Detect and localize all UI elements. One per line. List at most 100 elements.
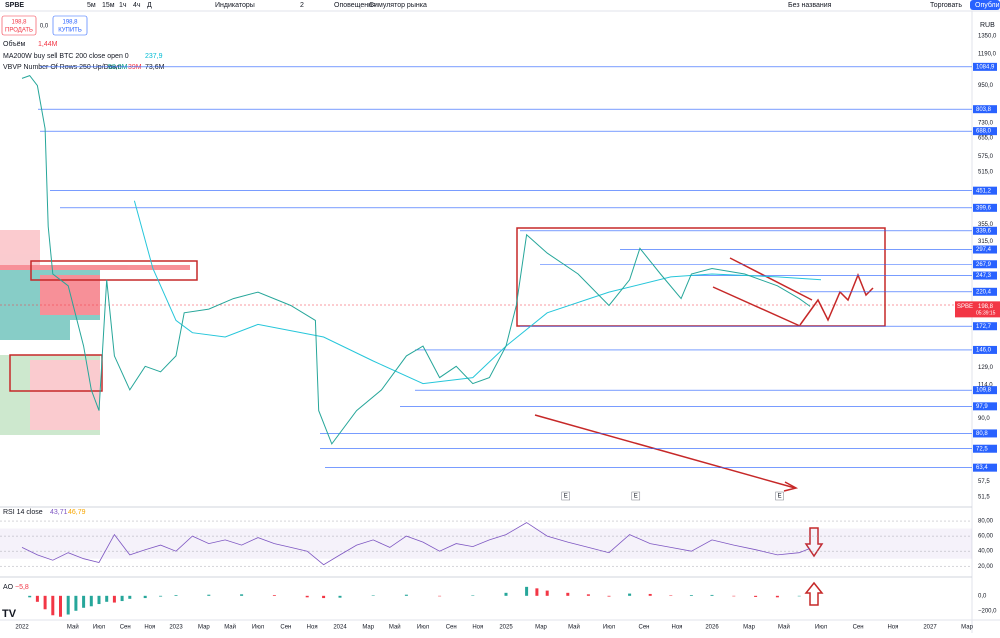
buy-label[interactable]: КУПИТЬ [58,28,82,34]
ao-bar [143,595,147,599]
level-badge [973,402,997,411]
buy-button[interactable] [52,15,88,36]
time-tick-label: Май [224,624,236,631]
time-tick-label: Июл [815,625,828,631]
ao-bar [66,595,70,615]
time-tick-label: Мар [743,625,755,631]
ao-bar [128,595,132,599]
buy-price[interactable]: 198,8 [62,20,78,26]
time-tick-label: 2026 [705,625,719,631]
price-tick-label: 730,0 [978,120,994,126]
ao-bar [545,590,549,596]
ao-bar [775,595,779,598]
price-tick-label: 146,0 [976,348,992,354]
price-tick-label: 80,8 [976,431,988,437]
ao-bar [754,595,758,597]
price-tick-label: 655,0 [978,136,994,142]
layouts-button[interactable]: 2 [300,2,304,9]
price-tick-label: 1350,0 [978,34,997,40]
time-tick-label: Сен [639,625,650,631]
ao-bar [322,595,326,599]
ao-bar [89,595,93,607]
ao-bar [174,595,178,596]
ao-bar [28,595,32,598]
rsi-tick-label: 20,00 [978,564,994,570]
legend-name: MA200W buy sell BTC 200 close open 0 [3,53,129,60]
time-tick-label: Мар [535,625,547,631]
time-tick-label: Ноя [887,625,898,631]
layout-name[interactable]: Без названия [788,2,832,9]
level-badge [973,226,997,235]
price-tick-label: 451,2 [976,188,992,194]
ao-bar [240,594,244,596]
price-tick-label: 297,4 [976,247,992,253]
publish-button[interactable] [970,0,1000,10]
price-tick-label: 172,7 [976,324,992,330]
ao-bar [586,594,590,596]
price-line [21,75,811,445]
earnings-marker [775,491,784,501]
legend-value: 58,0M [108,64,128,71]
ao-bar [607,595,611,597]
time-tick-label: 2027 [923,625,937,631]
level-badge [973,429,997,438]
legend-name: Объём [3,40,25,48]
ao-bar [525,586,529,596]
symbol[interactable]: SPBE [5,2,24,9]
price-tick-label: 114,0 [978,382,993,388]
time-tick-label: Сен [280,625,291,631]
price-tick-label: 109,8 [976,388,992,394]
sell-price[interactable]: 198,8 [11,20,27,26]
level-badge [973,444,997,453]
ma-line [133,200,822,385]
price-tick-label: 575,0 [978,154,994,160]
interval-button[interactable]: 15м [102,2,115,9]
time-tick-label: Сен [120,625,131,631]
level-badge [973,203,997,212]
price-tick-label: 339,6 [976,228,992,234]
price-tick-label: 515,0 [978,170,994,176]
rsi-tick-label: 40,00 [978,549,994,555]
level-badge [973,62,997,71]
publish-label[interactable]: Опубли [975,1,1000,9]
interval-button[interactable]: 4ч [133,2,141,9]
price-tick-label: 63,4 [976,465,988,471]
time-tick-label: Май [389,624,401,631]
replay-button[interactable]: Симулятор рынка [369,2,427,9]
price-tick-label: 129,0 [978,365,994,371]
sell-button[interactable] [1,15,37,36]
interval-button[interactable]: 5м [87,2,96,9]
price-tick-label: 688,0 [976,129,992,135]
alerts-button[interactable]: Оповещения [334,2,376,9]
level-badge [973,463,997,472]
level-badge [973,271,997,280]
ao-bar [797,595,801,597]
price-tick-label: 72,5 [976,446,988,452]
level-badge [973,186,997,195]
legend-value: 237,9 [145,53,163,60]
sell-label[interactable]: ПРОДАТЬ [5,28,33,34]
trade-button[interactable]: Торговать [930,2,962,9]
ao-bar [371,595,375,596]
time-tick-label: Июл [252,625,265,631]
price-tick-label: 247,3 [976,273,992,279]
time-tick-label: Ноя [672,625,683,631]
earnings-label: E [564,494,568,500]
time-tick-label: Сен [446,625,457,631]
interval-button[interactable]: Д [147,2,152,9]
price-tick-label: 1084,9 [976,64,995,70]
price-tick-label: 267,9 [976,262,992,268]
ao-bar [438,595,442,597]
interval-button[interactable]: 1ч [119,2,127,9]
annotations [9,227,886,606]
time-tick-label: Мар [961,625,973,631]
time-tick-label: Июл [93,625,106,631]
ao-title: AO [3,584,14,591]
indicators-button[interactable]: Индикаторы [215,2,255,9]
rsi-value: 43,71 [50,509,68,516]
time-tick-label: Ноя [144,625,155,631]
last-price-symbol: SPBE [957,304,973,310]
rsi-tick-label: 60,00 [978,534,994,540]
